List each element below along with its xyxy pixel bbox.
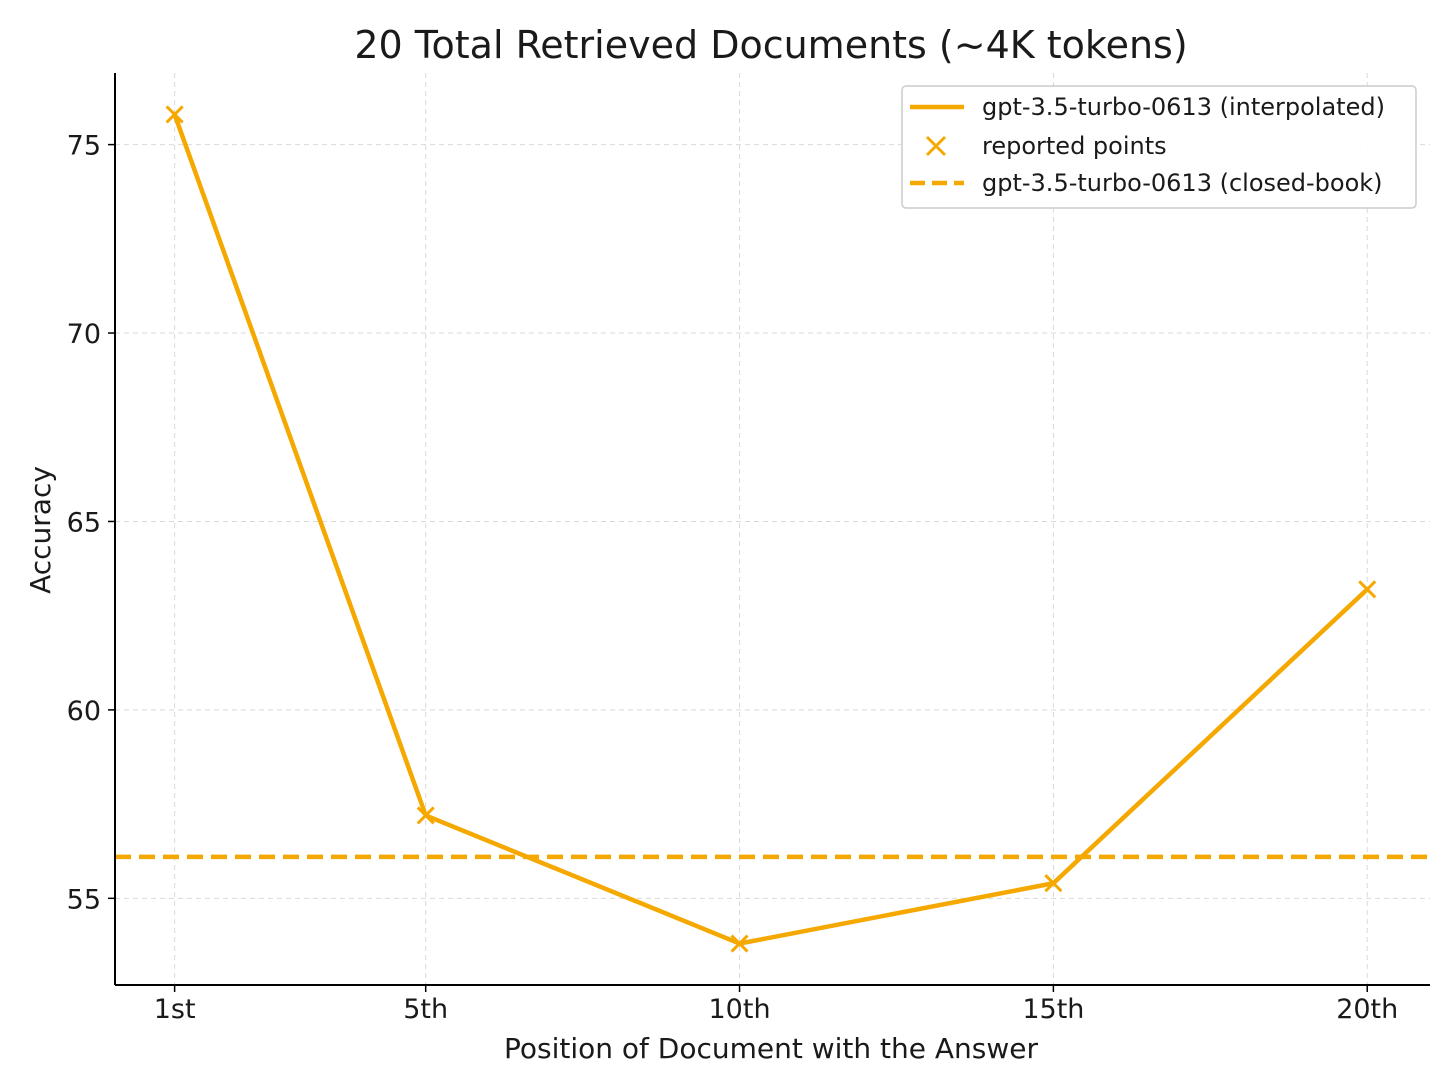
y-tick-label: 65 — [67, 507, 101, 538]
marker-stroke — [165, 105, 184, 124]
chart-title: 20 Total Retrieved Documents (~4K tokens… — [354, 23, 1187, 67]
legend-label-closed-book: gpt-3.5-turbo-0613 (closed-book) — [982, 169, 1383, 197]
axes: 1st 5th 10th 15th 20th 55 60 65 70 75 — [67, 73, 1430, 1025]
x-axis-title: Position of Document with the Answer — [504, 1032, 1039, 1065]
reported-points — [165, 105, 1377, 953]
legend-label-reported-points: reported points — [982, 132, 1167, 160]
y-tick-label: 75 — [67, 131, 101, 162]
marker-stroke — [1044, 874, 1063, 893]
x-tick-label: 15th — [1022, 994, 1084, 1025]
legend-x-marker-swatch — [925, 135, 947, 157]
interpolated-series-line — [172, 112, 1370, 946]
marker-stroke — [730, 934, 749, 953]
series-lines — [172, 112, 1370, 946]
x-tick-label: 5th — [403, 994, 448, 1025]
y-tick-label: 60 — [67, 696, 101, 727]
legend-box — [901, 85, 1417, 209]
y-tick-label: 70 — [67, 319, 101, 350]
y-tick-label: 55 — [67, 884, 101, 915]
reported-point-marker — [416, 806, 435, 825]
x-tick-label: 1st — [154, 994, 196, 1025]
reported-point-marker — [165, 105, 184, 124]
reported-point-marker — [1044, 874, 1063, 893]
legend: gpt-3.5-turbo-0613 (interpolated) report… — [901, 85, 1417, 209]
x-tick-label: 20th — [1336, 994, 1398, 1025]
marker-stroke — [416, 806, 435, 825]
legend-label-interpolated: gpt-3.5-turbo-0613 (interpolated) — [982, 93, 1385, 121]
reported-point-marker — [1358, 580, 1377, 599]
reported-point-marker — [730, 934, 749, 953]
x-tick-label: 10th — [709, 994, 771, 1025]
y-axis-title: Accuracy — [24, 466, 57, 594]
marker-stroke — [1358, 580, 1377, 599]
grid — [115, 73, 1430, 985]
